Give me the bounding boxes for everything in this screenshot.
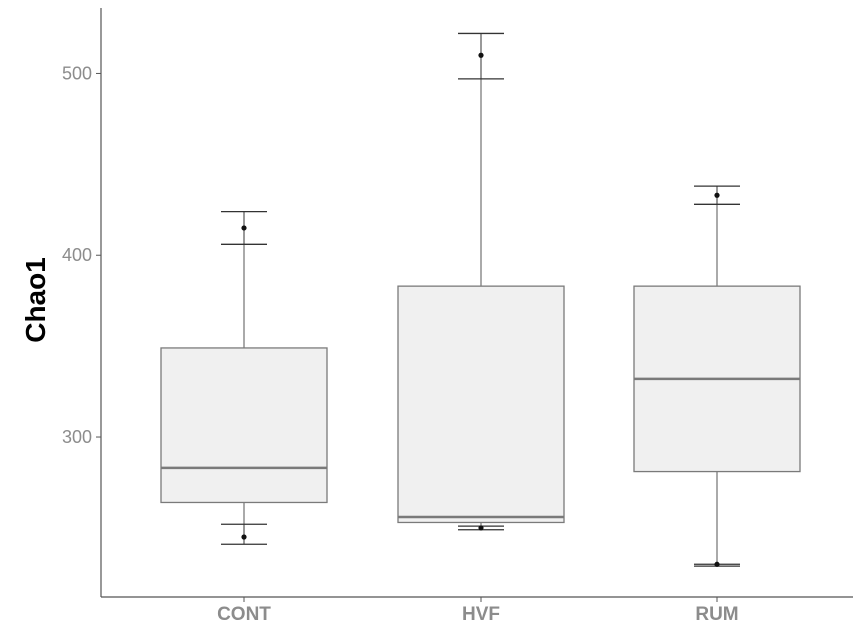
x-tick-label: HVF [462,604,500,625]
data-point [478,525,484,531]
box-hvf [397,285,565,524]
y-tick-label: 300 [62,427,92,447]
y-ticks-layer: 300 400 500 [62,63,101,447]
x-tick-label: RUM [695,604,738,625]
data-point [241,225,247,231]
y-axis-title: Chao1 [20,257,51,343]
data-point [478,52,484,58]
x-ticks-layer: CONT HVF RUM [217,597,739,625]
data-point [714,192,720,198]
x-tick-label: CONT [217,604,271,625]
y-tick-label: 500 [62,63,92,83]
y-tick-label: 400 [62,245,92,265]
data-point [714,561,720,567]
data-point [241,534,247,540]
boxes-layer [160,32,801,567]
box-cont [160,347,328,504]
